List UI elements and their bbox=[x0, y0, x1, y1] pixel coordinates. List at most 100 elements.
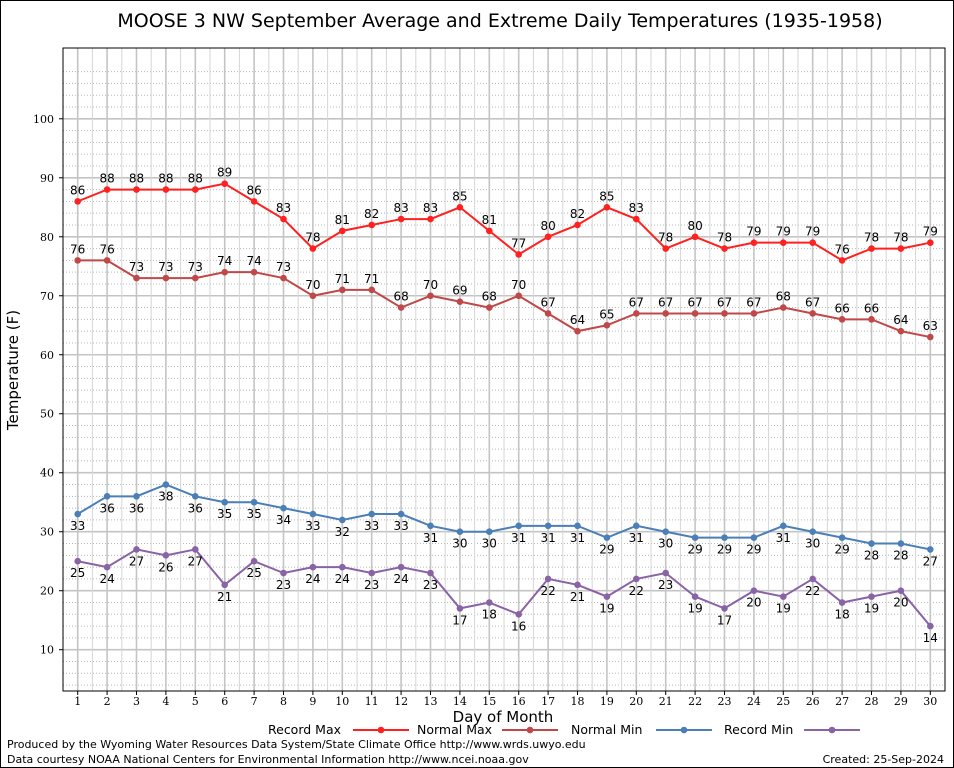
x-tick-label: 22 bbox=[688, 695, 702, 708]
normal-min-point bbox=[603, 534, 611, 541]
record-max-point bbox=[515, 251, 522, 258]
normal-max-point bbox=[427, 292, 434, 300]
y-tick-label: 70 bbox=[40, 290, 54, 303]
normal-min-data-label: 31 bbox=[423, 531, 438, 545]
record-min-point bbox=[250, 557, 258, 565]
normal-max-point bbox=[515, 292, 522, 300]
normal-min-point bbox=[397, 510, 405, 518]
record-max-data-label: 83 bbox=[393, 201, 408, 215]
normal-min-data-label: 29 bbox=[834, 543, 849, 557]
normal-max-point bbox=[838, 316, 846, 323]
x-tick-label: 6 bbox=[221, 695, 228, 708]
normal-min-data-label: 36 bbox=[129, 501, 144, 515]
normal-min-data-label: 30 bbox=[452, 537, 467, 551]
x-tick-label: 1 bbox=[74, 695, 81, 708]
record-max-data-label: 86 bbox=[70, 183, 85, 197]
x-tick-label: 23 bbox=[718, 695, 732, 708]
x-tick-label: 17 bbox=[541, 695, 555, 708]
normal-max-data-label: 64 bbox=[893, 313, 908, 327]
record-min-line bbox=[77, 548, 932, 627]
record-min-data-label: 24 bbox=[305, 572, 320, 586]
record-max-point bbox=[897, 245, 905, 252]
created-date: Created: 25-Sep-2024 bbox=[822, 753, 944, 766]
record-min-point bbox=[927, 622, 934, 630]
normal-min-point bbox=[721, 534, 728, 541]
normal-max-data-label: 63 bbox=[923, 319, 938, 333]
normal-max-point bbox=[691, 310, 699, 317]
x-tick-label: 27 bbox=[835, 695, 849, 708]
record-min-data-label: 25 bbox=[246, 566, 261, 580]
normal-min-point bbox=[515, 522, 522, 530]
legend-marker-normal-min bbox=[680, 726, 688, 734]
normal-max-point bbox=[809, 310, 816, 317]
normal-max-point bbox=[133, 274, 140, 282]
normal-min-point bbox=[544, 522, 552, 530]
legend-label-record-min: Record Min bbox=[724, 722, 793, 737]
record-min-point bbox=[633, 575, 640, 583]
record-max-data-label: 79 bbox=[805, 225, 820, 239]
record-min-data-label: 17 bbox=[452, 613, 467, 627]
record-max-point bbox=[162, 186, 170, 193]
record-min-point bbox=[544, 575, 552, 583]
normal-max-data-label: 69 bbox=[452, 284, 467, 298]
record-max-point bbox=[544, 233, 552, 241]
record-min-data-label: 23 bbox=[276, 578, 291, 592]
record-min-point bbox=[309, 563, 317, 571]
record-max-data-label: 78 bbox=[893, 231, 908, 245]
plot-border bbox=[62, 47, 946, 692]
normal-min-data-label: 29 bbox=[599, 543, 614, 557]
normal-max-point bbox=[897, 327, 905, 335]
normal-max-point bbox=[250, 268, 258, 276]
record-max-point bbox=[574, 221, 581, 229]
normal-max-data-label: 68 bbox=[482, 290, 497, 304]
credit-line-1: Produced by the Wyoming Water Resources … bbox=[7, 738, 586, 751]
x-axis-label: Day of Month bbox=[453, 708, 554, 726]
record-max-point bbox=[74, 198, 81, 205]
normal-max-point bbox=[368, 286, 376, 294]
record-min-point bbox=[691, 593, 699, 600]
record-min-data-label: 23 bbox=[364, 578, 379, 592]
record-max-point bbox=[691, 233, 699, 241]
y-tick-label: 30 bbox=[40, 526, 54, 539]
normal-min-point bbox=[368, 510, 376, 518]
record-max-data-label: 88 bbox=[129, 172, 144, 186]
x-tick-label: 15 bbox=[482, 695, 496, 708]
record-min-point bbox=[133, 546, 140, 553]
normal-min-point bbox=[133, 493, 140, 500]
legend-marker-record-min bbox=[828, 726, 836, 734]
record-max-point bbox=[633, 215, 640, 223]
normal-min-data-label: 30 bbox=[658, 537, 673, 551]
record-min-point bbox=[368, 569, 376, 577]
record-max-line bbox=[77, 182, 931, 262]
record-min-point bbox=[574, 581, 581, 589]
normal-max-point bbox=[103, 257, 111, 264]
normal-min-point bbox=[780, 522, 787, 530]
normal-max-point bbox=[721, 310, 728, 317]
normal-max-data-label: 65 bbox=[599, 307, 614, 321]
record-max-point bbox=[280, 215, 287, 223]
normal-min-point bbox=[427, 522, 434, 530]
record-min-data-label: 25 bbox=[70, 566, 85, 580]
x-tick-label: 13 bbox=[424, 695, 438, 708]
normal-min-data-label: 30 bbox=[482, 537, 497, 551]
record-max-point bbox=[721, 245, 728, 252]
record-min-point bbox=[103, 563, 111, 571]
y-tick-label: 20 bbox=[40, 585, 54, 598]
record-max-point bbox=[221, 180, 228, 187]
record-max-data-label: 88 bbox=[188, 172, 203, 186]
x-tick-label: 14 bbox=[453, 695, 467, 708]
normal-max-point bbox=[633, 310, 640, 317]
record-min-data-label: 23 bbox=[423, 578, 438, 592]
normal-max-data-label: 73 bbox=[276, 260, 291, 274]
normal-max-point bbox=[397, 304, 405, 311]
x-tick-label: 10 bbox=[335, 695, 349, 708]
record-max-data-label: 78 bbox=[864, 231, 879, 245]
record-max-point bbox=[486, 227, 493, 235]
record-min-data-label: 19 bbox=[864, 602, 879, 616]
record-min-point bbox=[427, 569, 434, 577]
record-max-point bbox=[309, 245, 317, 252]
x-tick-label: 29 bbox=[894, 695, 908, 708]
x-tick-label: 16 bbox=[512, 695, 526, 708]
record-min-point bbox=[486, 599, 493, 606]
x-tick-label: 2 bbox=[104, 695, 111, 708]
